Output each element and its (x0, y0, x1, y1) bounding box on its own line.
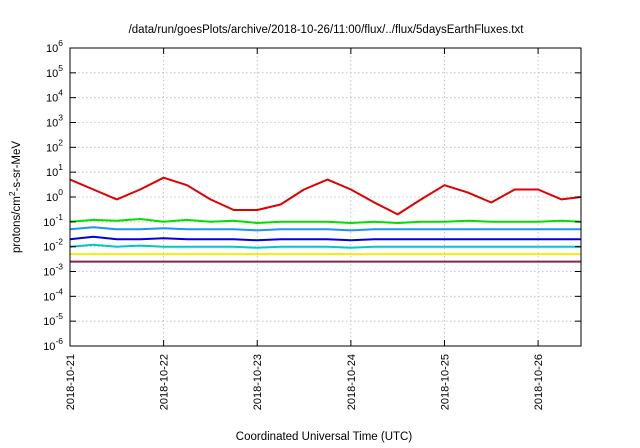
series-lines (69, 176, 582, 263)
series-line-5 (69, 243, 581, 249)
y-tick-label: 103 (46, 113, 63, 130)
series-line-1 (69, 176, 582, 216)
series-line-2 (69, 218, 582, 224)
y-tick-label: 100 (46, 187, 63, 204)
x-tick-label: 2018-10-22 (159, 354, 171, 410)
chart-title: /data/run/goesPlots/archive/2018-10-26/1… (129, 24, 525, 36)
y-tick-label: 106 (46, 38, 63, 55)
y-tick-label: 10-1 (43, 212, 63, 229)
y-axis: 10-6 10-5 10-4 10-3 10-2 10-1 100 101 102 103 104 1… (43, 38, 581, 353)
series-line-3 (69, 226, 581, 232)
y-tick-label: 102 (46, 137, 63, 154)
y-tick-label: 105 (46, 63, 63, 80)
y-tick-label: 10-6 (43, 336, 63, 353)
y-axis-label: protons/cm2-s-sr-MeV (7, 141, 23, 253)
y-tick-label: 101 (46, 162, 63, 179)
x-axis: 2018-10-21 2018-10-22 2018-10-23 2018-10-24… (65, 48, 545, 410)
x-tick-label: 2018-10-23 (252, 354, 264, 410)
y-tick-label: 104 (46, 88, 63, 105)
x-tick-label: 2018-10-24 (346, 354, 358, 410)
y-tick-label: 10-3 (43, 262, 63, 279)
y-tick-label: 10-2 (43, 237, 63, 254)
y-tick-label: 10-4 (43, 286, 63, 303)
x-tick-label: 2018-10-25 (439, 354, 451, 410)
y-tick-label: 10-5 (43, 311, 63, 328)
series-line-4 (69, 235, 581, 242)
x-tick-label: 2018-10-26 (533, 354, 545, 410)
x-tick-label: 2018-10-21 (65, 354, 77, 410)
x-axis-label: Coordinated Universal Time (UTC) (236, 431, 413, 443)
